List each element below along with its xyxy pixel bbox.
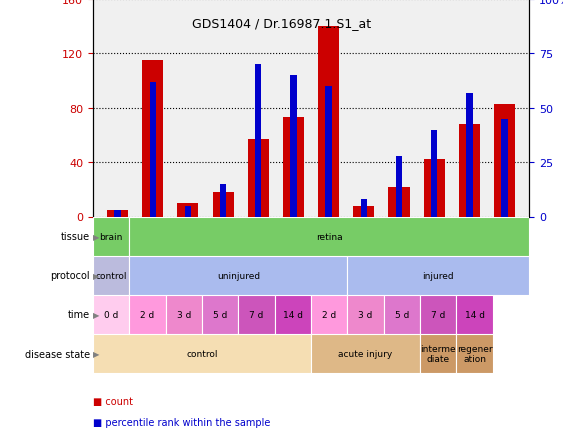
Bar	[177, 204, 198, 217]
Text: GDS1404 / Dr.16987.1.S1_at: GDS1404 / Dr.16987.1.S1_at	[192, 17, 371, 30]
Bar	[202, 295, 238, 334]
Bar	[93, 256, 129, 295]
Bar	[384, 295, 420, 334]
Bar	[420, 334, 457, 373]
Text: protocol: protocol	[51, 271, 90, 280]
Bar	[248, 140, 269, 217]
Bar	[93, 295, 129, 334]
Text: control: control	[186, 349, 218, 358]
Bar	[457, 295, 493, 334]
Text: time: time	[68, 310, 90, 319]
Bar	[466, 93, 472, 217]
Bar	[502, 119, 508, 217]
Bar	[318, 27, 339, 217]
Bar	[325, 87, 332, 217]
Text: 2 d: 2 d	[322, 310, 336, 319]
Bar	[166, 295, 202, 334]
Text: ▶: ▶	[93, 271, 100, 280]
Text: brain: brain	[100, 232, 123, 241]
Bar	[361, 200, 367, 217]
Bar	[354, 206, 374, 217]
Text: ■ count: ■ count	[93, 396, 133, 406]
Text: 5 d: 5 d	[395, 310, 409, 319]
Bar	[238, 295, 275, 334]
Bar	[291, 76, 297, 217]
Text: 7 d: 7 d	[249, 310, 263, 319]
Text: 0 d: 0 d	[104, 310, 118, 319]
Bar	[107, 210, 128, 217]
Text: disease state: disease state	[25, 349, 90, 358]
Bar	[275, 295, 311, 334]
Bar	[347, 256, 529, 295]
Text: interme
diate: interme diate	[421, 344, 456, 363]
Bar	[255, 65, 261, 217]
Bar	[311, 295, 347, 334]
Bar	[459, 125, 480, 217]
Text: 3 d: 3 d	[177, 310, 191, 319]
Text: 2 d: 2 d	[140, 310, 155, 319]
Bar	[494, 105, 515, 217]
Text: 3 d: 3 d	[359, 310, 373, 319]
Text: ■ percentile rank within the sample: ■ percentile rank within the sample	[93, 418, 270, 427]
Text: acute injury: acute injury	[338, 349, 393, 358]
Bar	[129, 256, 347, 295]
Bar	[150, 82, 156, 217]
Text: 7 d: 7 d	[431, 310, 445, 319]
Bar	[388, 187, 410, 217]
Bar	[431, 130, 437, 217]
Text: 5 d: 5 d	[213, 310, 227, 319]
Text: regener
ation: regener ation	[457, 344, 493, 363]
Bar	[129, 295, 166, 334]
Bar	[114, 210, 120, 217]
Bar	[93, 217, 129, 256]
Bar	[420, 295, 457, 334]
Bar	[142, 61, 163, 217]
Bar	[213, 193, 234, 217]
Bar	[457, 334, 493, 373]
Text: ▶: ▶	[93, 310, 100, 319]
Bar	[347, 295, 384, 334]
Text: 14 d: 14 d	[283, 310, 303, 319]
Bar	[283, 118, 304, 217]
Bar	[311, 334, 420, 373]
Bar	[220, 184, 226, 217]
Text: injured: injured	[422, 271, 454, 280]
Text: ▶: ▶	[93, 349, 100, 358]
Text: control: control	[95, 271, 127, 280]
Text: retina: retina	[316, 232, 342, 241]
Bar	[93, 334, 311, 373]
Text: 14 d: 14 d	[464, 310, 485, 319]
Text: tissue: tissue	[61, 232, 90, 241]
Text: uninjured: uninjured	[217, 271, 260, 280]
Bar	[396, 156, 402, 217]
Bar	[185, 206, 191, 217]
Text: ▶: ▶	[93, 232, 100, 241]
Bar	[423, 160, 445, 217]
